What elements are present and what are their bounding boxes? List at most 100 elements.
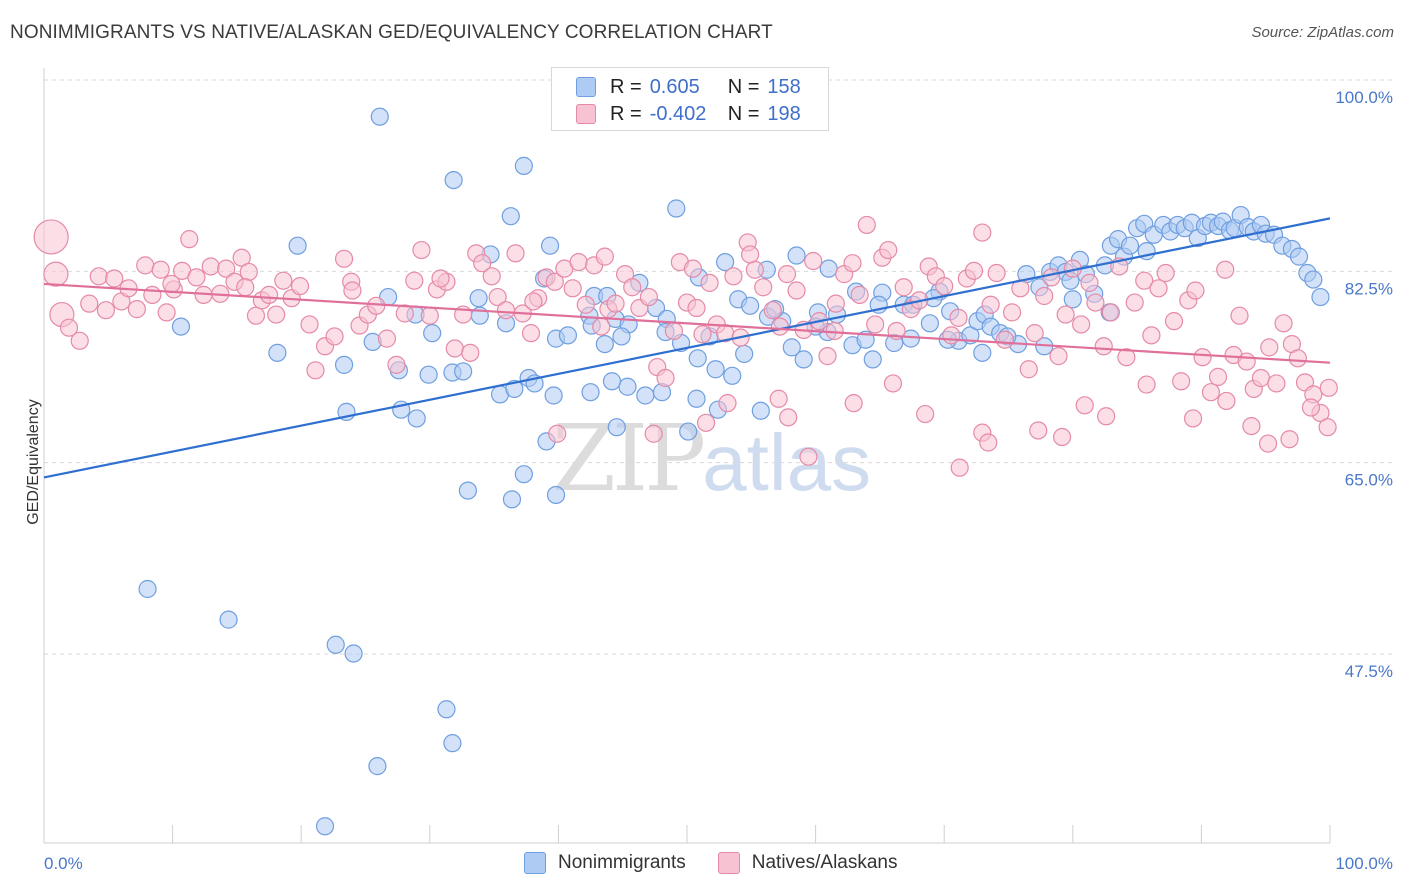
data-point [544,386,563,405]
data-point [1056,305,1075,324]
data-point [151,260,170,279]
data-point [1125,293,1144,312]
legend-n-value: 158 [767,75,801,98]
data-point [787,281,806,300]
data-point [1049,347,1068,366]
data-point [1288,349,1307,368]
data-point [770,317,789,336]
data-point [1029,421,1048,440]
data-point [1149,279,1168,298]
data-point [1230,306,1249,325]
data-point [623,278,642,297]
data-point [706,360,725,379]
data-point [741,245,760,264]
data-point [804,251,823,271]
data-point [1042,268,1061,287]
data-point [769,389,788,408]
data-point [850,285,869,304]
data-point [973,343,992,362]
series-natives-alaskans [33,215,1338,477]
data-point [387,355,406,374]
source-label: Source: ZipAtlas.com [1251,24,1394,41]
data-point [367,296,386,315]
bottom-legend-nonimmigrants: Nonimmigrants [524,852,686,874]
data-point [187,268,206,287]
data-point [89,267,108,286]
data-point [506,244,525,263]
data-point [300,315,319,334]
data-point [763,301,782,320]
data-point [1301,398,1321,417]
data-point [1080,273,1099,292]
legend-r-label: R = [610,102,642,125]
data-point [843,254,862,273]
data-point [488,287,507,307]
data-point [334,249,354,268]
data-point [1186,281,1205,300]
data-point [80,294,99,313]
data-point [735,344,754,364]
data-point [741,296,760,315]
data-point [437,700,456,719]
data-point [1086,293,1105,312]
data-point [995,330,1015,349]
data-point [407,409,426,428]
data-point [656,368,675,388]
axes [43,68,1331,844]
data-point [1267,374,1286,393]
data-point [482,267,501,286]
data-point [857,215,876,235]
data-point [43,261,69,287]
data-point [576,295,595,314]
data-point [799,447,818,466]
data-point [696,413,716,432]
data-point [883,374,903,393]
legend-r-value: -0.402 [649,102,707,125]
data-point [1097,407,1116,426]
data-point [612,327,631,346]
x-tick-label: 100.0% [1335,854,1393,873]
data-point [950,458,969,477]
data-point [826,294,845,313]
data-point [33,219,69,255]
data-point [443,734,462,753]
data-point [521,324,541,343]
data-point [236,278,255,297]
legend-row-natives: R = -0.402 N = 198 [576,102,801,126]
data-point [171,317,191,336]
data-point [445,339,464,358]
legend-r-label: R = [610,75,642,98]
data-point [290,277,310,296]
data-point [138,579,157,599]
legend-n-label: N = [727,102,760,125]
bottom-legend-swatch-blue [524,852,546,874]
bottom-legend-label: Nonimmigrants [558,852,686,873]
data-point [96,301,116,320]
data-point [1217,391,1236,411]
data-point [844,394,863,413]
legend-row-nonimmigrants: R = 0.605 N = 158 [576,75,801,99]
data-point [157,303,176,322]
data-point [949,308,968,327]
legend-swatch-pink [576,104,596,124]
data-point [1094,337,1113,356]
data-point [458,481,478,500]
legend-swatch-blue [576,77,596,97]
data-point [162,274,181,294]
data-point [1117,348,1136,367]
legend-n-label: N = [727,75,760,98]
data-point [602,372,622,391]
data-point [687,298,706,318]
data-point [981,295,1000,314]
data-point [59,318,79,337]
data-point [563,279,582,298]
data-point [639,287,658,307]
legend-r-value: 0.605 [649,75,700,98]
data-point [1304,270,1323,289]
trend-line-natives [43,282,1331,364]
data-point [1156,263,1175,283]
data-point [716,252,735,272]
data-point [180,230,199,249]
y-tick-label: 82.5% [1345,279,1393,298]
